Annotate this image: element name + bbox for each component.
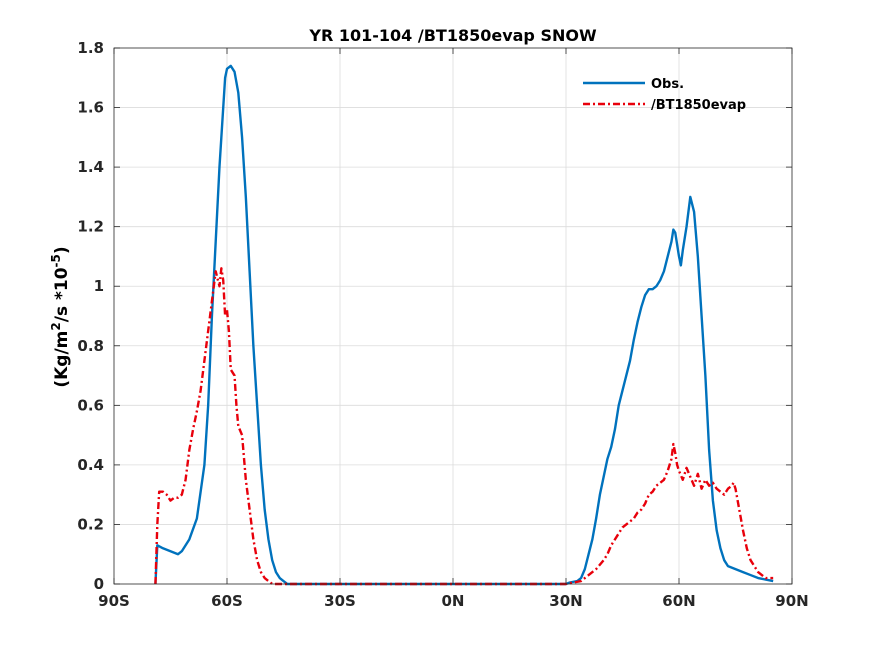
y-tick-labels: 0 0.2 0.4 0.6 0.8 1 1.2 1.4 1.6 1.8: [77, 39, 104, 593]
y-label-pre: (Kg/m: [52, 331, 72, 388]
x-tick-labels: 90S 60S 30S 0N 30N 60N 90N: [98, 592, 809, 610]
series-line-bt1850evap: [154, 267, 774, 586]
x-tick-label: 60S: [211, 592, 243, 610]
y-axis-label: (Kg/m2/s *10-5): [49, 246, 72, 387]
y-label-post: ): [52, 246, 72, 254]
y-tick-label: 1.2: [77, 218, 104, 236]
x-tick-label: 90S: [98, 592, 130, 610]
series-line-obs: [154, 64, 774, 586]
x-tick-label: 90N: [775, 592, 808, 610]
series-layer: [154, 64, 774, 586]
y-label-mid: /s *10: [52, 267, 72, 322]
legend-label-bt1850evap: /BT1850evap: [651, 98, 746, 113]
x-tick-label: 30N: [549, 592, 582, 610]
y-tick-label: 0: [94, 575, 104, 593]
y-tick-label: 1.8: [77, 39, 104, 57]
y-tick-label: 0.8: [77, 337, 104, 355]
chart-title: YR 101-104 /BT1850evap SNOW: [308, 26, 597, 45]
y-label-sup1: 2: [49, 322, 63, 330]
y-tick-label: 1: [94, 277, 104, 295]
x-tick-label: 30S: [324, 592, 356, 610]
legend-label-obs: Obs.: [651, 77, 684, 92]
ticks: [113, 47, 793, 585]
y-label-sup2: -5: [49, 254, 63, 267]
x-tick-label: 60N: [662, 592, 695, 610]
legend: Obs. /BT1850evap: [583, 77, 746, 113]
y-tick-label: 0.2: [77, 515, 104, 533]
y-tick-label: 1.4: [77, 158, 104, 176]
x-tick-label: 0N: [442, 592, 465, 610]
grid: [114, 48, 792, 584]
y-tick-label: 0.4: [77, 456, 104, 474]
y-tick-label: 0.6: [77, 396, 104, 414]
y-tick-label: 1.6: [77, 99, 104, 117]
